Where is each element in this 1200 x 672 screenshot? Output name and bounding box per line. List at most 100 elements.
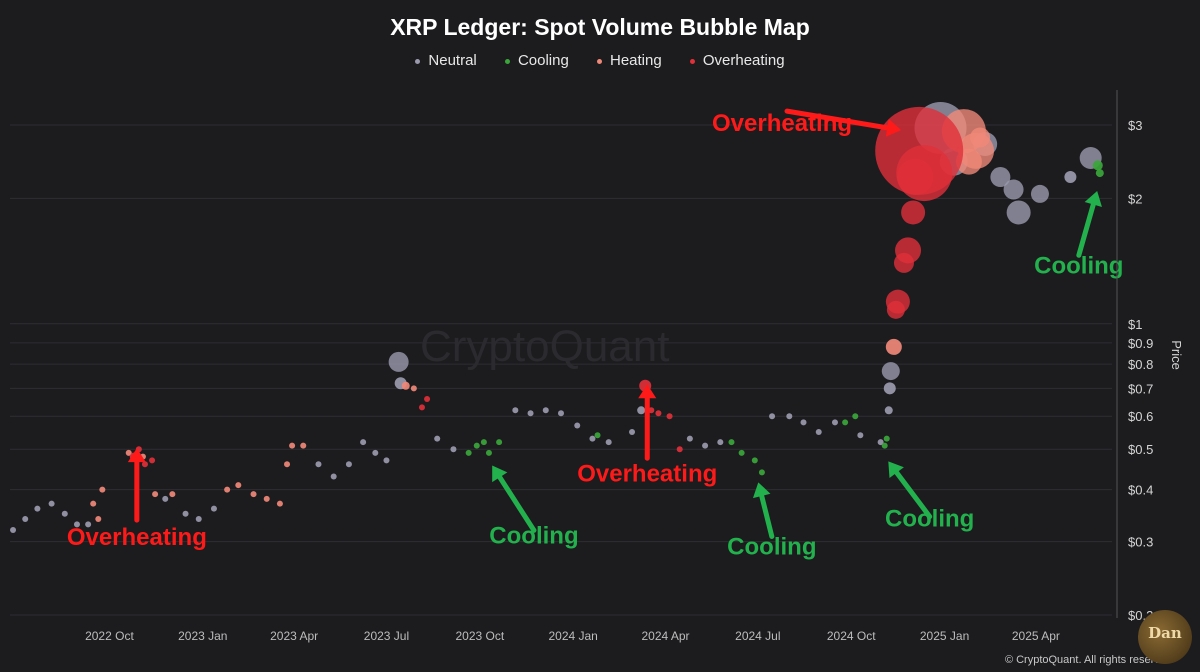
bubble-neutral: [558, 410, 564, 417]
annotation-label-cooling: Cooling: [885, 506, 974, 533]
bubble-neutral: [48, 500, 55, 507]
legend-item-heating[interactable]: Heating: [596, 52, 662, 69]
bubble-cooling: [883, 435, 890, 442]
annotation-label-cooling: Cooling: [727, 533, 816, 560]
legend-item-cooling[interactable]: Cooling: [504, 52, 569, 69]
bubble-neutral: [182, 510, 189, 517]
y-axis: $3$2$1$0.9$0.8$0.7$0.6$0.5$0.4$0.3$0.2: [1128, 118, 1153, 623]
annotation-arrowhead-overheating: [127, 448, 146, 463]
bubble-neutral: [512, 407, 519, 414]
bubble-cooling: [485, 449, 492, 456]
x-tick-label: 2023 Oct: [455, 629, 504, 643]
bubble-neutral: [883, 382, 896, 395]
bubble-heating: [90, 500, 97, 507]
y-tick-label: $0.3: [1128, 535, 1153, 550]
y-tick-label: $0.5: [1128, 442, 1153, 457]
bubble-cooling: [738, 449, 745, 456]
annotation-label-overheating: Overheating: [577, 460, 717, 487]
annotation-arrow-cooling: [494, 470, 537, 533]
bubble-cooling: [1092, 160, 1103, 171]
bubble-heating: [276, 500, 283, 507]
bubble-cooling: [842, 419, 849, 426]
bubble-overheating: [149, 457, 156, 464]
annotation-arrowhead-cooling: [492, 465, 508, 483]
grid-lines: [10, 124, 1112, 616]
bubble-overheating: [141, 461, 148, 468]
bubble-neutral: [815, 428, 822, 435]
bubble-cooling: [758, 469, 765, 476]
bubble-cooling: [728, 439, 735, 446]
annotation-arrowhead-overheating: [638, 384, 657, 399]
bubble-neutral: [434, 435, 441, 442]
y-tick-label: $0.7: [1128, 381, 1153, 396]
bubble-heating: [263, 495, 270, 502]
x-tick-label: 2023 Jan: [178, 629, 227, 643]
bubble-overheating: [418, 404, 425, 411]
legend-item-overheating[interactable]: Overheating: [689, 52, 785, 69]
bubble-neutral: [315, 461, 322, 468]
annotation-arrowhead-overheating: [885, 118, 902, 137]
bubble-neutral: [372, 449, 379, 456]
bubble-heating: [300, 442, 307, 449]
bubble-cooling: [881, 442, 888, 449]
bubble-overheating: [655, 410, 662, 417]
annotation-arrowhead-cooling: [888, 461, 904, 478]
bubble-cooling: [1095, 169, 1104, 178]
bubble-overheating: [901, 200, 926, 225]
bubble-neutral: [1030, 184, 1049, 203]
bubble-neutral: [877, 439, 884, 446]
bubble-neutral: [831, 419, 838, 426]
bubble-cooling: [751, 457, 758, 464]
bubble-neutral: [85, 521, 92, 528]
bubble-neutral: [574, 422, 581, 429]
annotation-arrowhead-cooling: [1084, 191, 1102, 207]
bubble-neutral: [717, 439, 724, 446]
bubble-overheating: [895, 237, 922, 264]
bubble-neutral: [1064, 171, 1077, 184]
bubble-neutral: [34, 505, 41, 512]
bubble-heating: [125, 449, 132, 456]
x-tick-label: 2024 Apr: [641, 629, 689, 643]
bubble-neutral: [637, 406, 646, 415]
annotations: Overheating Overheating Overheating Cooling…: [67, 108, 1123, 560]
bubble-neutral: [786, 413, 793, 420]
bubble-heating: [885, 338, 902, 355]
bubble-heating: [235, 482, 242, 489]
bubble-heating: [289, 442, 296, 449]
x-tick-label: 2025 Jan: [920, 629, 969, 643]
annotation-arrow-overheating: [784, 108, 896, 132]
x-tick-label: 2024 Oct: [827, 629, 876, 643]
bubble-neutral: [527, 410, 534, 417]
legend: Neutral Cooling Heating Overheating: [0, 52, 1200, 69]
x-tick-label: 2024 Jan: [548, 629, 597, 643]
bubble-neutral: [210, 505, 217, 512]
legend-dot-overheating: [689, 58, 695, 64]
bubble-neutral: [629, 428, 636, 435]
x-tick-label: 2024 Jul: [735, 629, 780, 643]
bubble-overheating: [676, 446, 683, 453]
bubble-cooling: [496, 439, 503, 446]
y-tick-label: $2: [1128, 191, 1142, 206]
bubble-neutral: [769, 413, 776, 420]
x-axis: 2022 Oct 2023 Jan 2023 Apr 2023 Jul 2023 Oct…: [85, 629, 1060, 643]
annotation-label-cooling: Cooling: [1034, 252, 1123, 279]
legend-dot-heating: [596, 58, 602, 64]
legend-item-neutral[interactable]: Neutral: [415, 52, 477, 69]
bubble-neutral: [1003, 179, 1024, 200]
bubble-heating: [95, 515, 102, 522]
bubble-heating: [284, 461, 291, 468]
bubble-overheating: [424, 395, 431, 402]
bubble-neutral: [589, 435, 596, 442]
annotation-label-cooling: Cooling: [489, 522, 578, 549]
bubble-heating: [410, 385, 417, 392]
bubble-neutral: [383, 457, 390, 464]
bubble-overheating: [648, 407, 655, 414]
y-tick-label: $3: [1128, 118, 1142, 133]
bubble-neutral: [605, 439, 612, 446]
watermark: CryptoQuant: [420, 322, 670, 371]
bubble-neutral: [884, 406, 893, 415]
bubble-neutral: [450, 446, 457, 453]
annotation-arrow-cooling: [890, 465, 933, 520]
bubble-neutral: [330, 473, 337, 480]
